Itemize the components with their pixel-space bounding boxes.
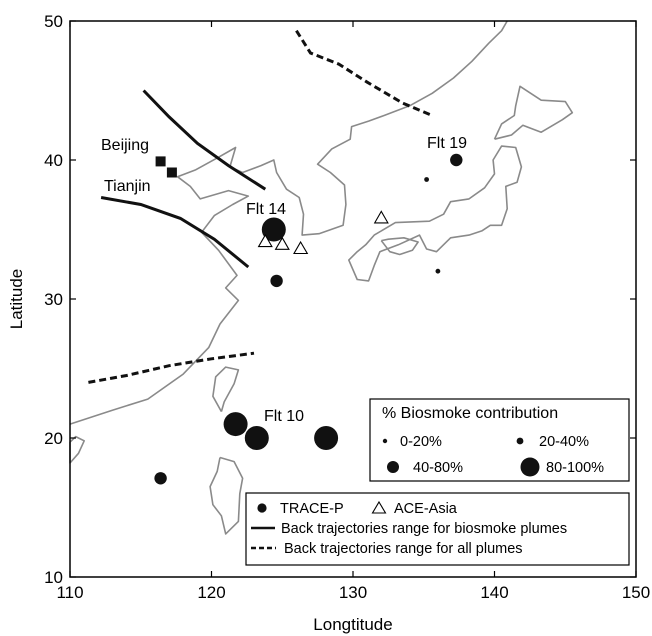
symbol-legend: TRACE-P ACE-Asia Back trajectories range… bbox=[245, 492, 630, 566]
legend-marker-xlarge bbox=[520, 457, 540, 477]
city-markers bbox=[155, 156, 177, 178]
trace-p-point bbox=[270, 274, 283, 288]
legend-marker-large bbox=[387, 461, 399, 473]
size-legend-title: % Biosmoke contribution bbox=[382, 405, 558, 422]
coastline bbox=[69, 20, 508, 425]
coastline bbox=[69, 435, 85, 464]
trace-p-point bbox=[261, 217, 286, 242]
biosmoke-trajectory-line bbox=[100, 196, 250, 269]
city-marker bbox=[155, 156, 166, 167]
trace-p-legend-label: TRACE-P bbox=[280, 501, 344, 517]
trajectory-lines bbox=[88, 29, 433, 384]
coastline bbox=[212, 366, 240, 412]
biosmoke-line-legend-label: Back trajectories range for biosmoke plu… bbox=[281, 521, 567, 537]
ace-asia-legend-label: ACE-Asia bbox=[394, 501, 458, 517]
trace-p-point bbox=[424, 177, 429, 182]
y-tick-label: 50 bbox=[44, 12, 63, 31]
y-tick-label: 10 bbox=[44, 568, 63, 587]
city-label-beijing: Beijing bbox=[101, 137, 149, 154]
trace-p-legend-marker bbox=[257, 503, 267, 513]
all-plumes-trajectory-line bbox=[295, 29, 433, 117]
x-tick-label: 110 bbox=[56, 583, 83, 602]
y-axis-title: Latitude bbox=[7, 269, 26, 330]
size-legend-label: 0-20% bbox=[400, 434, 442, 450]
x-tick-label: 120 bbox=[197, 583, 225, 602]
x-tick-label: 140 bbox=[480, 583, 508, 602]
size-legend-label: 80-100% bbox=[546, 460, 604, 476]
legend-marker-small bbox=[382, 438, 388, 444]
flight-label: Flt 10 bbox=[264, 408, 304, 425]
trace-p-point bbox=[223, 412, 248, 437]
axis-ticks bbox=[69, 20, 637, 578]
coastline bbox=[348, 145, 523, 282]
trace-p-point bbox=[244, 426, 269, 450]
size-legend: % Biosmoke contribution 0-20% 20-40% 40-… bbox=[369, 398, 630, 482]
flight-label: Flt 19 bbox=[427, 135, 467, 152]
coastline bbox=[493, 85, 574, 140]
trace-p-point bbox=[435, 268, 441, 274]
flight-label: Flt 14 bbox=[246, 201, 286, 218]
all-plumes-trajectory-line bbox=[88, 351, 255, 384]
y-tick-label: 20 bbox=[44, 429, 63, 448]
size-legend-label: 40-80% bbox=[413, 460, 463, 476]
ace-asia-point bbox=[373, 210, 389, 224]
trace-p-point bbox=[154, 472, 167, 485]
ace-asia-point bbox=[257, 233, 273, 248]
symbol-legend-box bbox=[245, 492, 630, 566]
coastline bbox=[380, 237, 419, 256]
trace-p-point bbox=[314, 426, 339, 450]
x-axis-title: Longtitude bbox=[313, 615, 392, 634]
x-tick-label: 150 bbox=[622, 583, 650, 602]
ace-asia-legend-marker bbox=[371, 500, 387, 514]
ace-asia-point bbox=[274, 236, 290, 250]
x-tick-label: 130 bbox=[339, 583, 367, 602]
city-label-tianjin: Tianjin bbox=[104, 178, 151, 195]
biosmoke-trajectory-line bbox=[142, 89, 267, 191]
all-plumes-line-legend-label: Back trajectories range for all plumes bbox=[284, 541, 523, 557]
size-legend-label: 20-40% bbox=[539, 434, 589, 450]
coastline bbox=[209, 456, 244, 535]
y-tick-label: 40 bbox=[44, 151, 63, 170]
y-tick-label: 30 bbox=[44, 290, 63, 309]
city-marker bbox=[166, 167, 177, 178]
trace-p-point bbox=[450, 153, 463, 167]
legend-marker-medium bbox=[516, 437, 524, 445]
size-legend-box bbox=[369, 398, 630, 482]
ace-asia-point bbox=[293, 240, 309, 255]
observation-points bbox=[154, 153, 463, 485]
